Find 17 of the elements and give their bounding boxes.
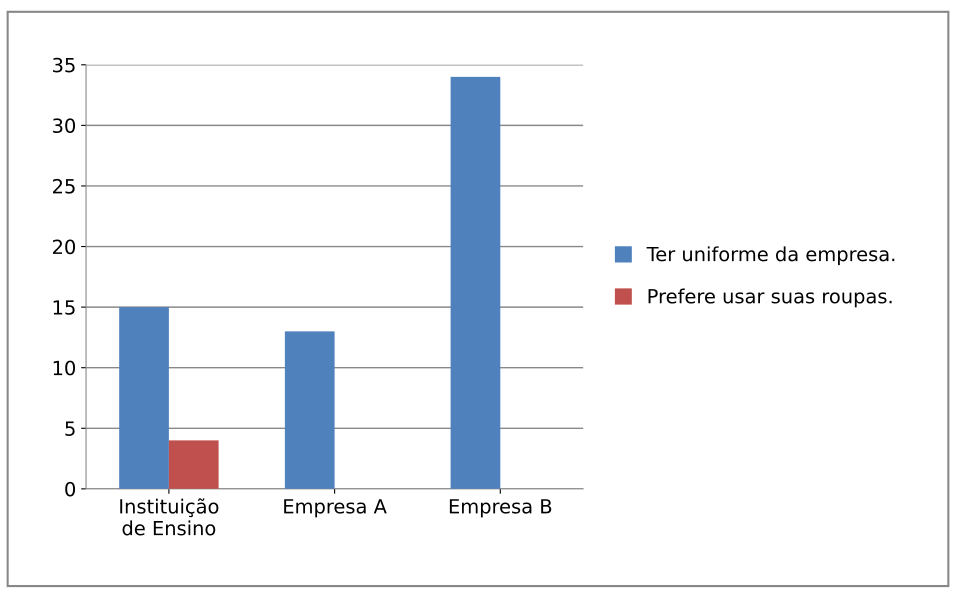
bar bbox=[450, 76, 500, 489]
y-tick-label: 30 bbox=[53, 118, 76, 134]
x-tick-label: Empresa B bbox=[450, 499, 552, 518]
y-tick-label: 35 bbox=[53, 58, 75, 72]
y-tick-label: 0 bbox=[65, 482, 76, 497]
bar bbox=[119, 307, 169, 489]
bar bbox=[284, 331, 335, 489]
y-tick-label: 15 bbox=[54, 300, 75, 315]
y-tick-label: 10 bbox=[54, 360, 76, 376]
bar bbox=[168, 440, 219, 489]
x-tick-label: Instituição de Ensino bbox=[120, 498, 218, 536]
y-tick-label: 5 bbox=[65, 422, 75, 436]
y-tick-label: 25 bbox=[53, 178, 75, 194]
y-tick-label: 20 bbox=[53, 239, 76, 254]
legend-label: Ter uniforme da empresa. bbox=[646, 246, 894, 266]
legend-label: Prefere usar suas roupas. bbox=[648, 288, 892, 308]
x-tick-label: Empresa A bbox=[284, 499, 387, 518]
